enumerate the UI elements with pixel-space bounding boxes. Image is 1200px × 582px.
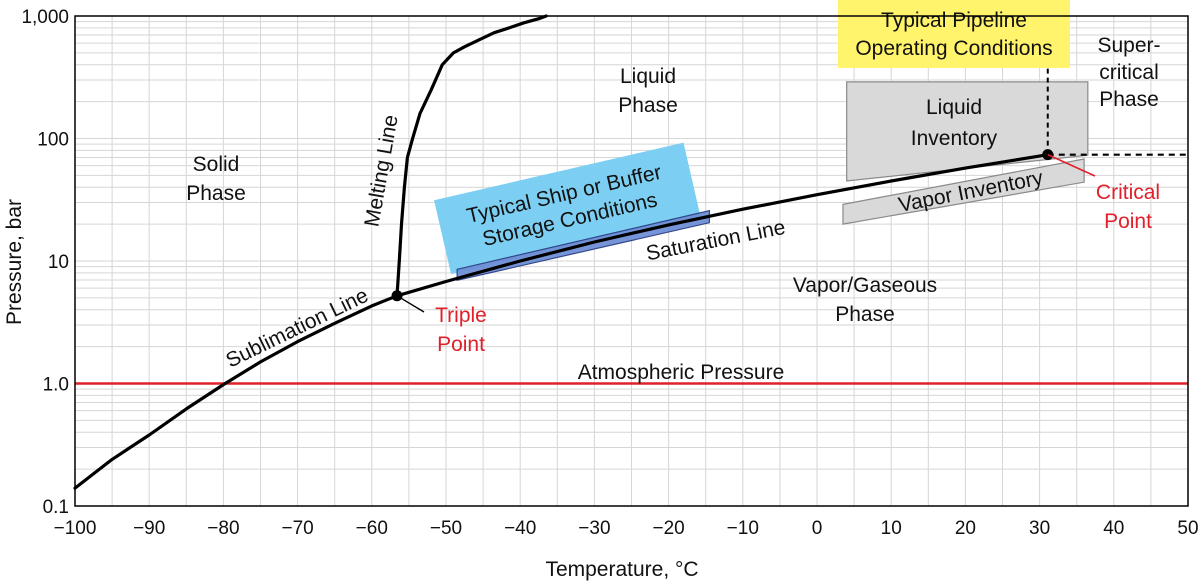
triple-point-label-line-0: Triple xyxy=(435,304,487,327)
lines xyxy=(73,14,1188,490)
solid-phase-label-line-1: Phase xyxy=(186,182,246,205)
pipeline-box: Typical Pipeline Operating Conditions xyxy=(838,0,1070,68)
liquid-phase-label-line-0: Liquid xyxy=(620,65,676,88)
melting-line-label-line-0: Melting Line xyxy=(360,113,402,229)
vapor-phase-label-line-1: Phase xyxy=(835,303,895,326)
x-tick-label: 40 xyxy=(1103,518,1124,539)
x-tick-label: −30 xyxy=(578,518,610,539)
pipeline-box-bg xyxy=(838,0,1070,68)
x-tick-label: −100 xyxy=(54,518,97,539)
x-tick-label: 50 xyxy=(1177,518,1198,539)
plot-frame xyxy=(74,15,1189,507)
x-tick-label: 10 xyxy=(881,518,902,539)
y-tick-label: 1.0 xyxy=(43,375,69,396)
critical-point-label: Critical Point xyxy=(1096,181,1160,233)
series-melting-line xyxy=(395,14,548,298)
x-tick-label: 30 xyxy=(1029,518,1050,539)
series-saturation-line xyxy=(395,153,1050,298)
liquid-inventory-label-line-0: Liquid xyxy=(926,96,982,119)
triple-point-label-line-1: Point xyxy=(437,333,485,356)
y-axis-title: Pressure, bar xyxy=(3,199,26,325)
x-tick-label: 20 xyxy=(955,518,976,539)
x-tick-label: −70 xyxy=(281,518,313,539)
y-tick-label: 1,000 xyxy=(21,7,69,28)
x-tick-label: −10 xyxy=(727,518,759,539)
vapor-phase-label: Vapor/Gaseous Phase xyxy=(793,274,937,326)
critical-point-label-line-1: Point xyxy=(1104,210,1152,233)
liquid-inventory-label: Liquid Inventory xyxy=(911,96,998,150)
supercritical-phase-label: Super-critical Phase xyxy=(1097,34,1160,111)
x-tick-label: −50 xyxy=(430,518,462,539)
x-tick-label: 0 xyxy=(812,518,823,539)
melting-line-label: Melting Line xyxy=(360,113,402,229)
critical-point-label-line-0: Critical xyxy=(1096,181,1160,204)
supercritical-phase-label-line-0: Super- xyxy=(1097,34,1160,57)
vapor-inventory-zone xyxy=(842,158,1085,225)
triple-point-label: Triple Point xyxy=(435,304,487,356)
ship-storage-box-bg xyxy=(434,142,701,275)
y-tick-label: 100 xyxy=(37,130,69,151)
pipeline-label: Typical Pipeline Operating Conditions xyxy=(855,9,1052,60)
liquid-inventory-zone xyxy=(846,81,1089,182)
triple-point-leader xyxy=(396,295,425,313)
supercritical-phase-label-line-1: critical xyxy=(1099,61,1159,84)
y-tick-label: 0.1 xyxy=(43,497,69,518)
x-axis-title: Temperature, °C xyxy=(545,558,698,581)
x-tick-label: −60 xyxy=(356,518,388,539)
solid-phase-label-line-0: Solid xyxy=(193,153,240,176)
liquid-inventory-label-line-1: Inventory xyxy=(911,127,998,150)
plot-border xyxy=(74,15,1189,507)
x-tick-label: −80 xyxy=(207,518,239,539)
pipeline-label-line-1: Operating Conditions xyxy=(855,37,1052,60)
series-sublimation-line xyxy=(73,294,399,490)
y-tick-label: 10 xyxy=(48,252,69,273)
x-tick-label: −40 xyxy=(504,518,536,539)
liquid-phase-label-line-1: Phase xyxy=(618,94,678,117)
zones: Typical Ship or BufferStorage Conditions… xyxy=(434,0,1089,282)
x-tick-label: −20 xyxy=(652,518,684,539)
solid-phase-label: Solid Phase xyxy=(186,153,246,205)
atmospheric-pressure-label: Atmospheric Pressure xyxy=(578,361,785,384)
x-tick-label: −90 xyxy=(133,518,165,539)
supercritical-phase-label-line-2: Phase xyxy=(1099,88,1159,111)
pipeline-label-line-0: Typical Pipeline xyxy=(881,9,1027,32)
critical-point-leader xyxy=(1047,153,1096,177)
liquid-phase-label: Liquid Phase xyxy=(618,65,678,117)
vapor-phase-label-line-0: Vapor/Gaseous xyxy=(793,274,937,297)
atmospheric-pressure-label-line-0: Atmospheric Pressure xyxy=(578,361,785,384)
tick-labels: −100 −90 −80 −70 −60 −50 −40 −30 −20 −10 0 10 20 30 40… xyxy=(21,7,1198,539)
